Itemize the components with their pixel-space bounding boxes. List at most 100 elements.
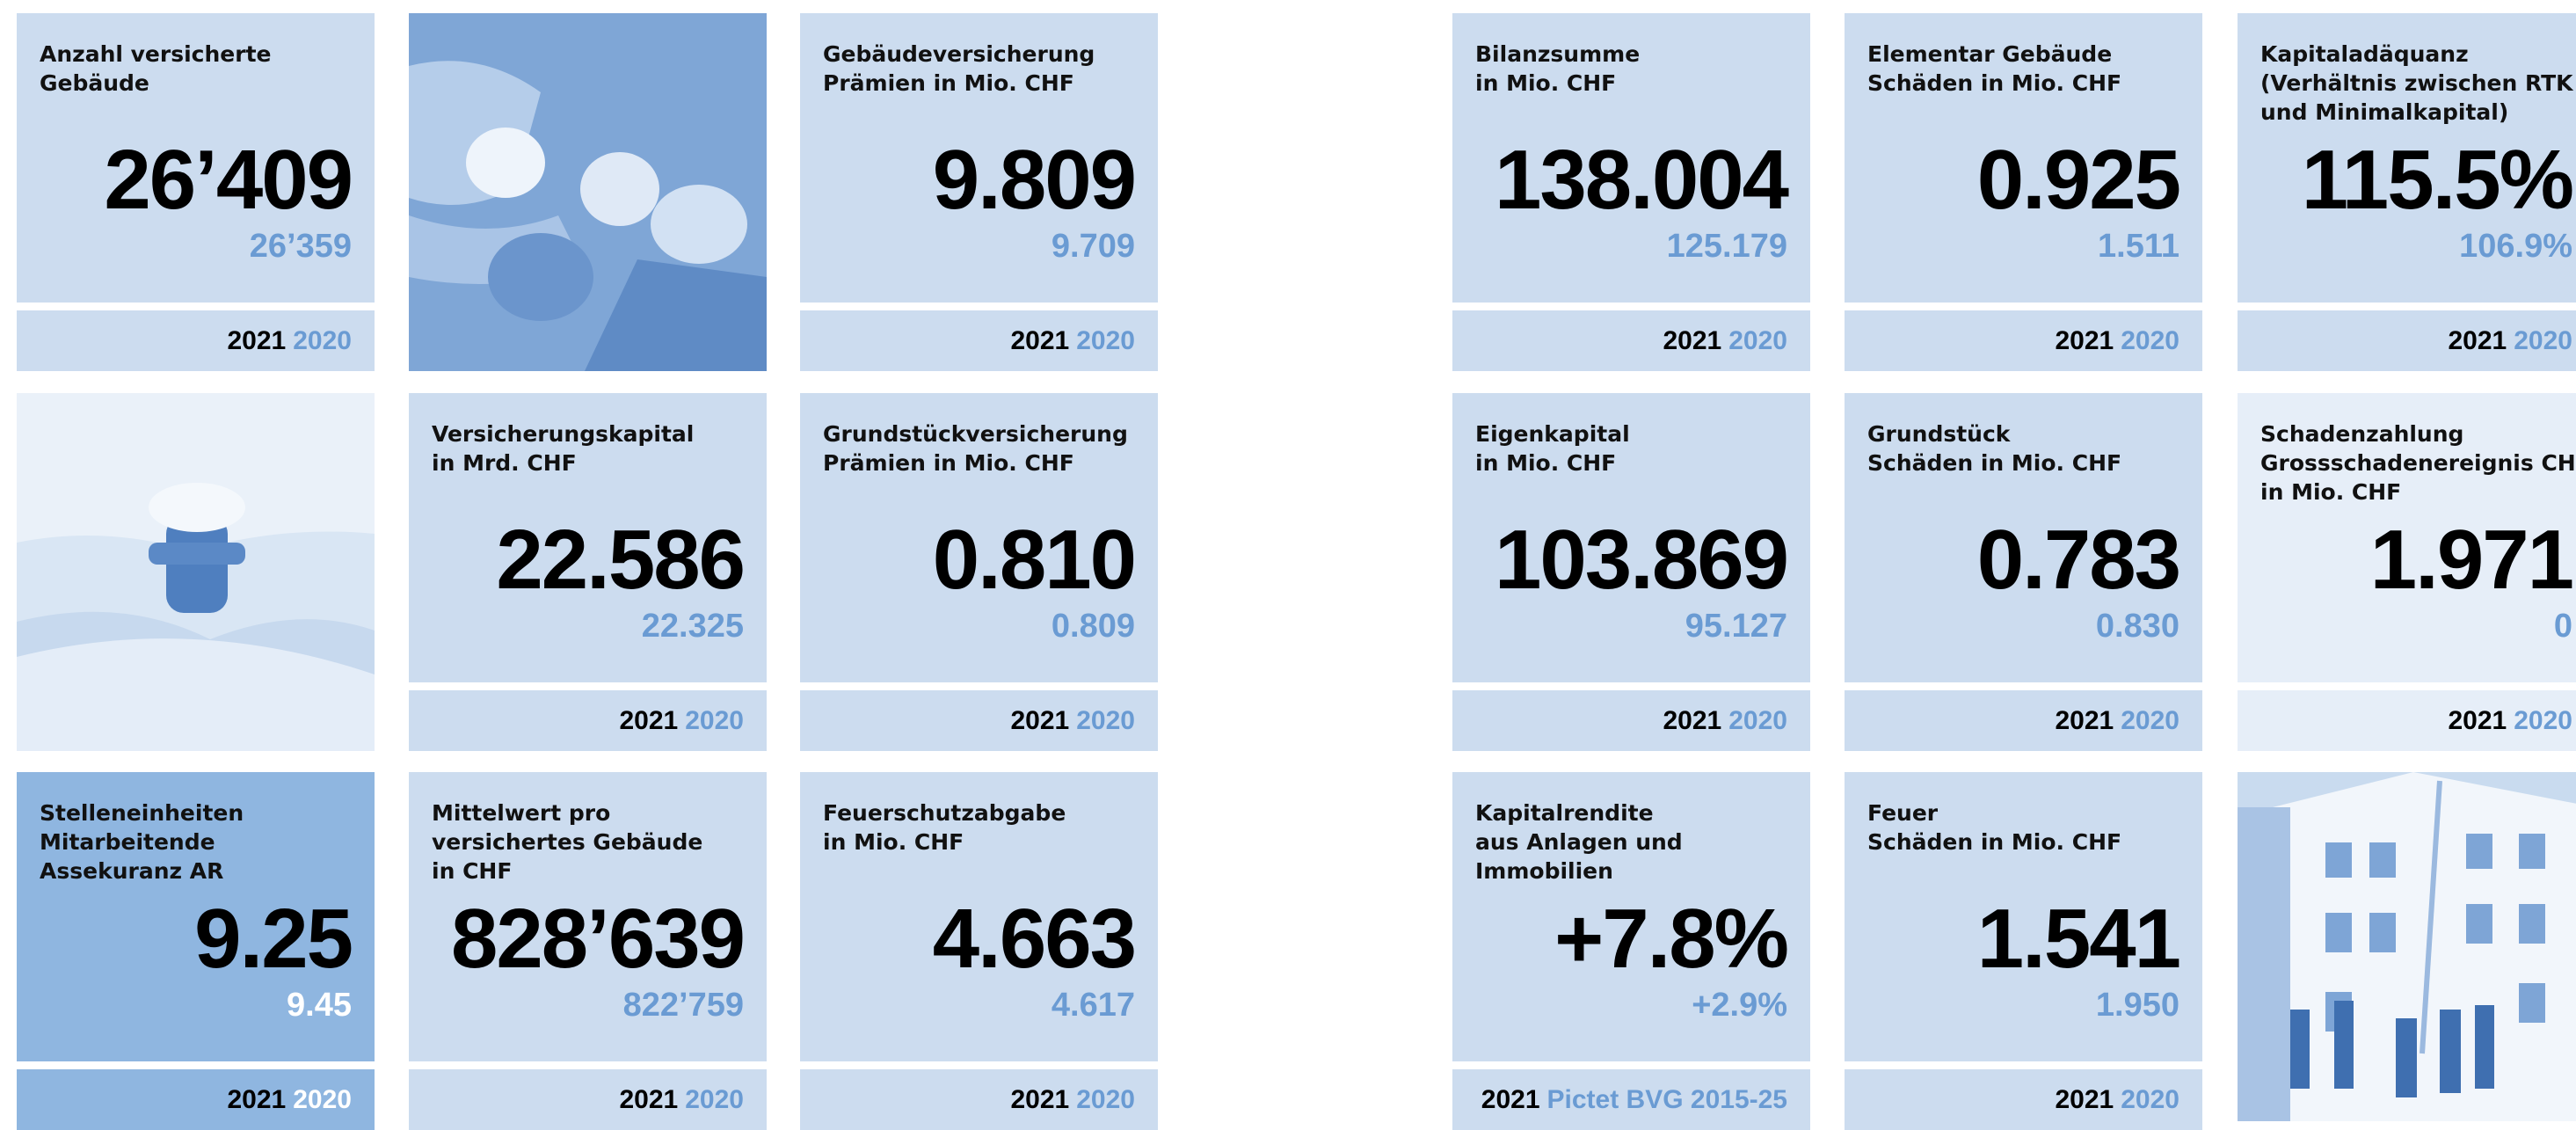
label-line: in Mio. CHF (1475, 448, 1630, 478)
label-line: in Mrd. CHF (432, 448, 694, 478)
kpi-previous: 4.617 (1052, 988, 1135, 1023)
kpi-previous: 822’759 (623, 988, 744, 1023)
kpi-value: 4.663 (933, 895, 1135, 983)
current-year: 2021 (2056, 326, 2114, 355)
kpi-previous: 0 (2554, 609, 2572, 644)
current-year: 2021 (2056, 1085, 2114, 1114)
compare-year: 2020 (1076, 1085, 1135, 1114)
compare-year: 2020 (2514, 706, 2572, 735)
current-year: 2021 (1011, 1085, 1070, 1114)
label-line: Grossschadenereignis CH (2260, 448, 2576, 478)
building-photo (2238, 772, 2576, 1121)
kpi-value: +7.8% (1554, 895, 1787, 983)
current-year: 2021 (2056, 706, 2114, 735)
compare-year: 2020 (685, 706, 744, 735)
label-line: versichertes Gebäude (432, 827, 702, 857)
label-line: Prämien in Mio. CHF (823, 448, 1128, 478)
compare-year: 2020 (293, 1085, 352, 1114)
current-year: 2021 (1663, 326, 1722, 355)
year-legend: 20212020 (2056, 310, 2180, 371)
snow-photo (17, 393, 375, 751)
current-year: 2021 (1011, 326, 1070, 355)
label-line: Versicherungskapital (432, 419, 694, 448)
year-legend: 20212020 (2449, 690, 2573, 751)
compare-year: 2020 (1076, 326, 1135, 355)
label-line: Kapitaladäquanz (2260, 40, 2573, 69)
kpi-value: 26’409 (104, 136, 352, 224)
current-year: 2021 (228, 1085, 287, 1114)
label-line: Gebäudeversicherung (823, 40, 1095, 69)
current-year: 2021 (1663, 706, 1722, 735)
compare-year: 2020 (1076, 706, 1135, 735)
label-line: Schadenzahlung (2260, 419, 2576, 448)
year-legend: 20212020 (2056, 690, 2180, 751)
kpi-value: 828’639 (451, 895, 744, 983)
compare-year: 2020 (2121, 1085, 2179, 1114)
compare-year: 2020 (685, 1085, 744, 1114)
compare-year: 2020 (293, 326, 352, 355)
kpi-value: 1.541 (1977, 895, 2179, 983)
kpi-label: Versicherungskapitalin Mrd. CHF (432, 419, 694, 478)
kpi-previous: 1.950 (2096, 988, 2179, 1023)
label-line: Schäden in Mio. CHF (1867, 827, 2121, 857)
label-line: Feuerschutzabgabe (823, 798, 1066, 827)
label-line: Grundstück (1867, 419, 2121, 448)
kpi-previous: 22.325 (642, 609, 744, 644)
label-line: aus Anlagen und (1475, 827, 1683, 857)
current-year: 2021 (620, 706, 679, 735)
label-line: (Verhältnis zwischen RTK (2260, 69, 2573, 98)
kpi-value: 103.869 (1495, 516, 1787, 604)
kpi-value: 0.810 (933, 516, 1135, 604)
kpi-value: 0.783 (1977, 516, 2179, 604)
year-strip: 20212020 (1845, 310, 2202, 371)
kpi-value: 0.925 (1977, 136, 2179, 224)
label-line: Gebäude (40, 69, 271, 98)
compare-year: Pictet BVG 2015-25 (1547, 1085, 1787, 1114)
kpi-previous: 9.709 (1052, 229, 1135, 264)
label-line: Stelleneinheiten (40, 798, 244, 827)
label-line: Assekuranz AR (40, 857, 244, 886)
kpi-label: SchadenzahlungGrossschadenereignis CHin … (2260, 419, 2576, 507)
label-line: Immobilien (1475, 857, 1683, 886)
current-year: 2021 (1011, 706, 1070, 735)
current-year: 2021 (228, 326, 287, 355)
kpi-previous: 95.127 (1685, 609, 1787, 644)
kpi-value: 9.809 (933, 136, 1135, 224)
kpi-value: 22.586 (496, 516, 744, 604)
kpi-previous: 106.9% (2459, 229, 2572, 264)
compare-year: 2020 (1728, 326, 1787, 355)
label-line: Eigenkapital (1475, 419, 1630, 448)
label-line: Bilanzsumme (1475, 40, 1640, 69)
label-line: Kapitalrendite (1475, 798, 1683, 827)
kpi-value: 9.25 (194, 895, 352, 983)
kpi-previous: +2.9% (1692, 988, 1787, 1023)
compare-year: 2020 (2121, 706, 2179, 735)
label-line: Prämien in Mio. CHF (823, 69, 1095, 98)
kpi-previous: 0.830 (2096, 609, 2179, 644)
label-line: Anzahl versicherte (40, 40, 271, 69)
current-year: 2021 (1481, 1085, 1540, 1114)
